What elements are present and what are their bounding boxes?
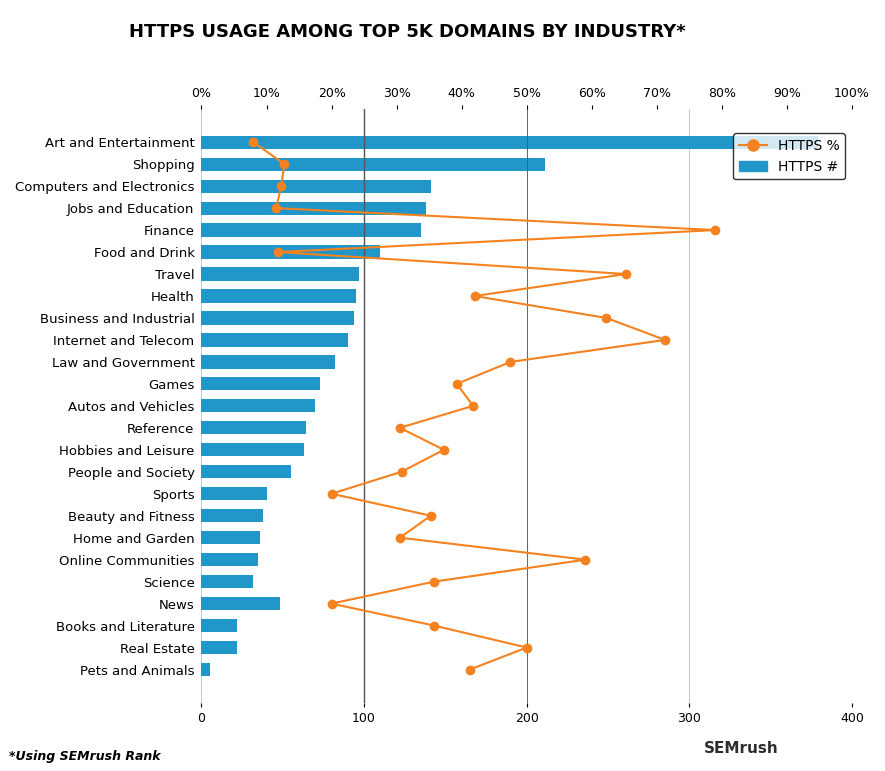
Bar — [202, 443, 304, 456]
Bar — [202, 421, 305, 434]
Bar — [202, 399, 315, 412]
Bar — [202, 619, 237, 632]
Bar — [202, 487, 266, 500]
Text: *Using SEMrush Rank: *Using SEMrush Rank — [9, 750, 160, 763]
Bar — [202, 136, 818, 149]
Bar — [202, 289, 356, 302]
Bar — [202, 575, 253, 588]
Bar — [202, 180, 431, 193]
Bar — [202, 355, 335, 369]
Bar — [202, 597, 280, 610]
Bar — [202, 509, 263, 522]
Bar — [202, 663, 210, 676]
Bar — [202, 201, 426, 214]
Bar — [202, 465, 291, 478]
Bar — [202, 157, 544, 170]
Text: SEMrush: SEMrush — [704, 741, 779, 756]
Bar — [202, 268, 359, 281]
Bar — [202, 641, 237, 654]
Bar — [202, 333, 348, 346]
Bar — [202, 224, 421, 237]
Bar — [202, 531, 260, 544]
Bar — [202, 245, 381, 258]
Text: HTTPS USAGE AMONG TOP 5K DOMAINS BY INDUSTRY*: HTTPS USAGE AMONG TOP 5K DOMAINS BY INDU… — [128, 23, 686, 41]
Bar — [202, 311, 354, 325]
Bar — [202, 553, 258, 566]
Bar — [202, 377, 320, 390]
Legend: HTTPS %, HTTPS #: HTTPS %, HTTPS # — [734, 133, 845, 180]
